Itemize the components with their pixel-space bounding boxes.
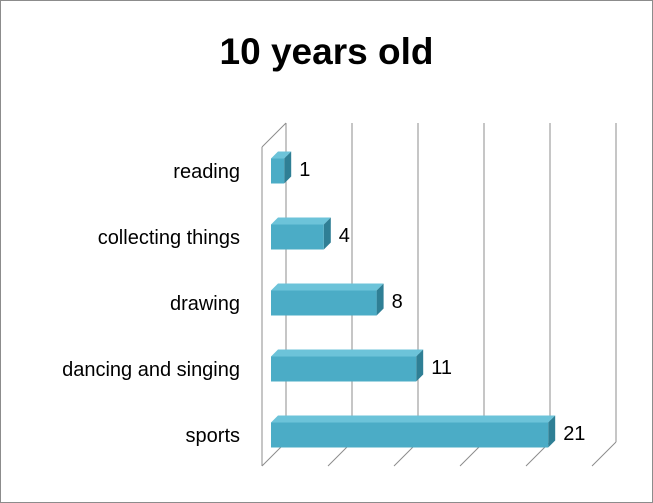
bar-side-face: [376, 283, 384, 316]
bar-side-face: [323, 217, 331, 250]
chart-title: 10 years old: [219, 31, 434, 72]
bar-top-face: [271, 217, 331, 225]
bar-side-face: [548, 415, 556, 448]
bar-top-face: [271, 349, 424, 357]
bar: [271, 158, 285, 184]
category-label: reading: [173, 161, 240, 183]
data-label: 21: [563, 423, 585, 445]
category-label: drawing: [170, 293, 240, 315]
bar-side-face: [284, 151, 292, 184]
data-label: 1: [299, 159, 310, 181]
category-label: sports: [186, 425, 240, 447]
bar: [271, 290, 377, 316]
bar: [271, 422, 549, 448]
bar-top-face: [271, 151, 292, 159]
data-label: 4: [339, 225, 350, 247]
bar: [271, 224, 324, 250]
data-label: 11: [431, 357, 452, 379]
category-label: collecting things: [98, 227, 240, 249]
bar: [271, 356, 417, 382]
bar-top-face: [271, 283, 384, 291]
gridline-floor: [591, 441, 617, 467]
bar-side-face: [416, 349, 424, 382]
data-label: 8: [392, 291, 403, 313]
bar-top-face: [271, 415, 556, 423]
axis-wall-top: [261, 122, 287, 148]
category-label: dancing and singing: [62, 359, 240, 381]
